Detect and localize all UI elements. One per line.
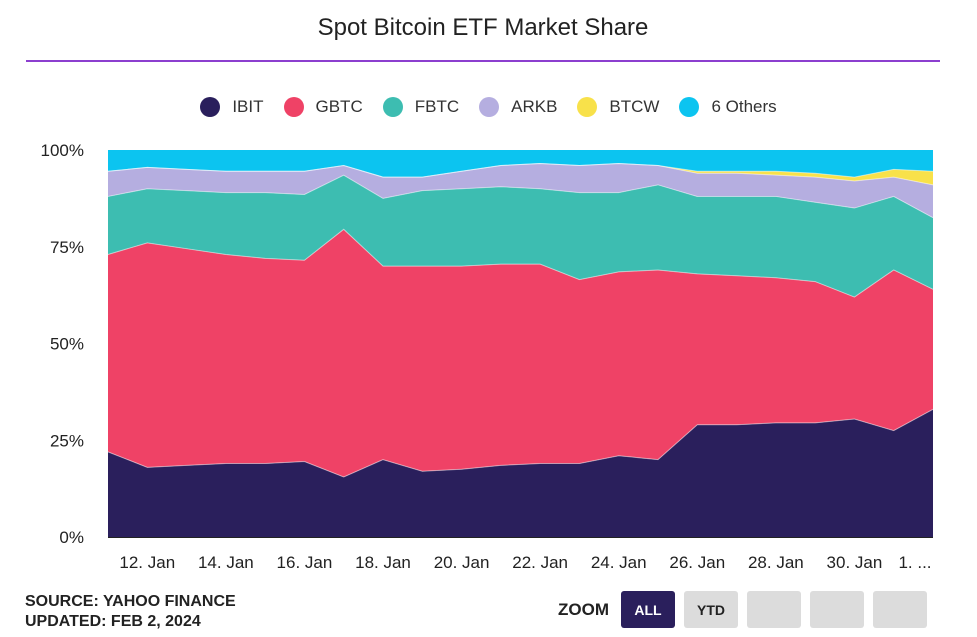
legend-swatch-arkb: [479, 97, 500, 117]
zoom-controls: ZOOM ALL YTD: [558, 591, 936, 628]
y-tick-label: 50%: [50, 335, 84, 354]
y-tick-label: 100%: [41, 141, 84, 160]
area-series-gbtc[interactable]: [108, 229, 933, 478]
legend: IBIT GBTC FBTC ARKB BTCW 6 Others: [0, 97, 977, 117]
zoom-range-button-5[interactable]: [873, 591, 927, 628]
x-tick-label: 26. Jan: [669, 553, 725, 572]
zoom-label: ZOOM: [558, 599, 609, 619]
area-series-arkb[interactable]: [108, 163, 933, 218]
legend-swatch-btcw: [577, 97, 598, 117]
legend-label-ibit: IBIT: [232, 97, 264, 116]
x-tick-label: 24. Jan: [591, 553, 647, 572]
area-series-fbtc[interactable]: [108, 175, 933, 298]
legend-label-btcw: BTCW: [609, 97, 660, 116]
area-series-btcw[interactable]: [108, 163, 933, 185]
series-boundary-fbtc: [107, 174, 934, 219]
legend-swatch-others: [679, 97, 700, 117]
x-tick-label: 16. Jan: [277, 553, 333, 572]
area-series-6-others[interactable]: [108, 150, 933, 178]
legend-label-gbtc: GBTC: [315, 97, 363, 116]
x-tick-label: 30. Jan: [827, 553, 883, 572]
zoom-ytd-button[interactable]: YTD: [684, 591, 738, 628]
x-tick-label: 1. ...: [898, 553, 931, 572]
legend-item-btcw[interactable]: BTCW: [577, 97, 659, 117]
x-tick-label: 14. Jan: [198, 553, 254, 572]
zoom-all-button[interactable]: ALL: [621, 591, 675, 628]
source-note: SOURCE: YAHOO FINANCE UPDATED: FEB 2, 20…: [25, 592, 236, 632]
x-tick-label: 22. Jan: [512, 553, 568, 572]
legend-swatch-gbtc: [283, 97, 304, 117]
legend-label-fbtc: FBTC: [414, 97, 460, 116]
y-tick-label: 75%: [50, 238, 84, 257]
chart-title: Spot Bitcoin ETF Market Share: [317, 14, 649, 41]
series-boundary-gbtc: [107, 228, 934, 298]
x-tick-label: 18. Jan: [355, 553, 411, 572]
legend-label-others: 6 Others: [711, 97, 777, 116]
x-tick-label: 20. Jan: [434, 553, 490, 572]
legend-item-others[interactable]: 6 Others: [679, 97, 777, 117]
x-tick-label: 28. Jan: [748, 553, 804, 572]
area-series-ibit[interactable]: [108, 409, 933, 537]
zoom-range-button-4[interactable]: [810, 591, 864, 628]
legend-item-gbtc[interactable]: GBTC: [283, 97, 363, 117]
legend-item-ibit[interactable]: IBIT: [200, 97, 264, 117]
legend-swatch-ibit: [200, 97, 221, 117]
legend-label-arkb: ARKB: [511, 97, 558, 116]
y-tick-label: 25%: [50, 431, 84, 450]
series-boundary-btcw: [107, 163, 934, 178]
updated-text: UPDATED: FEB 2, 2024: [25, 613, 201, 630]
source-text: SOURCE: YAHOO FINANCE: [25, 593, 236, 610]
series-boundary-ibit: [107, 408, 934, 478]
legend-item-fbtc[interactable]: FBTC: [382, 97, 460, 117]
title-divider: [26, 60, 940, 62]
x-tick-label: 12. Jan: [119, 553, 175, 572]
zoom-range-button-3[interactable]: [747, 591, 801, 628]
legend-swatch-fbtc: [382, 97, 403, 117]
y-tick-label: 0%: [59, 528, 84, 547]
legend-item-arkb[interactable]: ARKB: [479, 97, 557, 117]
